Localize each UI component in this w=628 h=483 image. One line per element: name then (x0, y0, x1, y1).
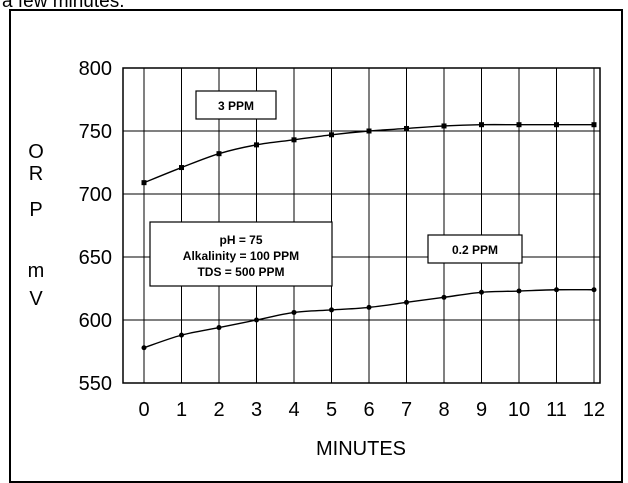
y-tick-label: 750 (79, 121, 112, 143)
x-tick-label: 4 (288, 399, 299, 421)
data-point-0-2-ppm (141, 345, 147, 351)
data-point-3-ppm (366, 128, 372, 134)
data-point-0-2-ppm (254, 317, 259, 323)
data-point-0-2-ppm (329, 307, 334, 313)
conditions-line: Alkalinity = 100 PPM (183, 249, 299, 263)
data-point-0-2-ppm (591, 287, 597, 293)
data-point-3-ppm (441, 123, 447, 129)
y-axis-label-letter: m (28, 260, 45, 282)
data-point-0-2-ppm (179, 332, 184, 338)
y-axis-label-letter: O (28, 141, 44, 163)
data-point-3-ppm (179, 165, 184, 171)
data-point-0-2-ppm (404, 299, 409, 305)
x-tick-label: 1 (176, 399, 187, 421)
y-tick-label: 550 (79, 373, 112, 395)
data-point-0-2-ppm (554, 287, 559, 293)
series-layer (141, 122, 597, 351)
data-point-0-2-ppm (216, 325, 222, 331)
x-tick-label: 10 (508, 399, 530, 421)
data-point-3-ppm (141, 180, 147, 186)
x-axis-label: MINUTES (316, 438, 406, 460)
plot-border (122, 67, 601, 384)
series-label-3ppm: 3 PPM (218, 99, 254, 113)
x-tick-label: 9 (476, 399, 487, 421)
data-point-3-ppm (329, 132, 334, 138)
x-tick-label: 11 (546, 399, 567, 421)
x-tick-label: 6 (363, 399, 374, 421)
data-point-3-ppm (291, 137, 297, 143)
y-tick-label: 600 (79, 310, 112, 332)
data-point-0-2-ppm (291, 309, 297, 315)
series-label-box-0-2ppm (427, 234, 523, 264)
conditions-line: pH = 75 (219, 233, 262, 247)
data-point-3-ppm (554, 122, 559, 128)
data-point-0-2-ppm (516, 288, 522, 294)
data-point-3-ppm (479, 122, 484, 128)
conditions-line: TDS = 500 PPM (197, 265, 284, 279)
data-point-3-ppm (254, 142, 259, 148)
data-point-3-ppm (404, 125, 409, 131)
x-tick-label: 12 (583, 399, 605, 421)
conditions-box (149, 221, 333, 287)
y-axis-label-letter: V (29, 288, 43, 310)
x-tick-labels: 0 1 2 3 4 5 6 7 8 9 10 11 12 (138, 399, 605, 421)
series-label-box-3ppm (195, 90, 277, 120)
data-point-3-ppm (516, 122, 522, 128)
data-point-3-ppm (216, 151, 222, 157)
y-axis-label-letter: P (29, 199, 42, 221)
data-point-0-2-ppm (441, 294, 447, 300)
x-tick-label: 7 (401, 399, 412, 421)
y-axis-label-letter: R (29, 163, 43, 185)
x-tick-label: 2 (213, 399, 224, 421)
y-tick-labels: 550 600 650 700 750 800 (79, 58, 112, 395)
data-point-0-2-ppm (479, 289, 484, 295)
x-tick-label: 0 (138, 399, 149, 421)
data-point-0-2-ppm (366, 304, 372, 310)
data-point-3-ppm (591, 122, 597, 128)
series-label-0-2ppm: 0.2 PPM (452, 243, 498, 257)
y-tick-label: 800 (79, 58, 112, 80)
y-tick-label: 700 (79, 184, 112, 206)
x-tick-label: 3 (251, 399, 262, 421)
y-tick-label: 650 (79, 247, 112, 269)
x-tick-label: 5 (326, 399, 337, 421)
x-tick-label: 8 (438, 399, 449, 421)
annotation-layer: 3 PPM 0.2 PPM pH = 75 Alkalinity = 100 PPM T… (149, 90, 523, 287)
